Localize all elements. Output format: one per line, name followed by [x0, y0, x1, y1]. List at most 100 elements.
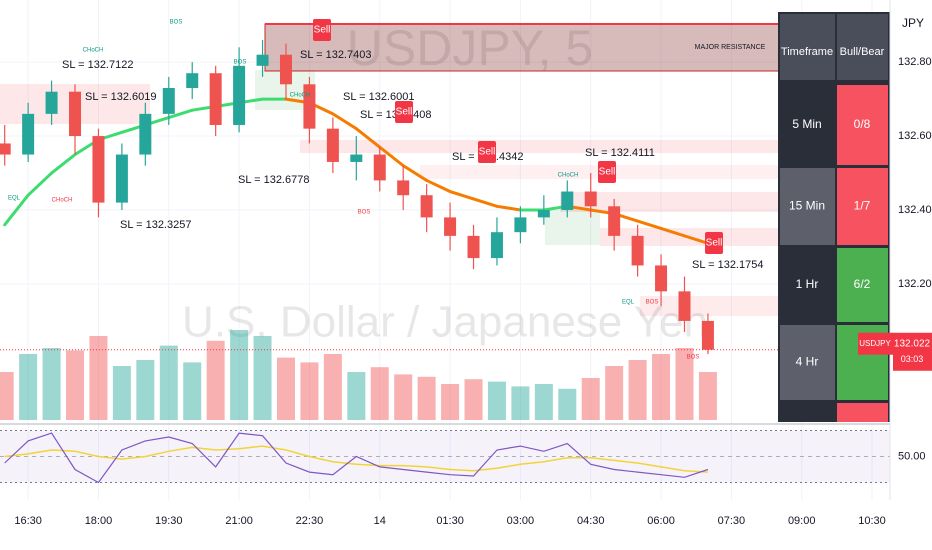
candle-body [115, 154, 128, 203]
sell-signal-box [313, 19, 331, 41]
table-row-label: 5 Min [792, 117, 821, 131]
major-resistance-label: MAJOR RESISTANCE [695, 44, 766, 51]
supply-zone [420, 165, 890, 179]
sell-signal-box [705, 232, 723, 254]
candle-body [350, 154, 363, 162]
x-tick-label: 10:30 [858, 515, 886, 527]
volume-bar [89, 336, 108, 420]
sell-signal-box [478, 141, 496, 163]
annotation-label: SL = 132.6001 [343, 91, 414, 103]
volume-bar [675, 348, 694, 420]
volume-bar [417, 376, 436, 420]
volume-bar [347, 372, 366, 420]
candle-body [256, 54, 269, 66]
candle-body [162, 87, 175, 114]
axes: 132.800 132.600 132.400 132.200 16:30 18:00 19… [14, 56, 932, 527]
volume-bar [42, 348, 61, 420]
annotation-label: SL = 132.4111 [585, 147, 655, 159]
volume-bar [511, 386, 530, 420]
table-header: Timeframe [781, 46, 833, 58]
volume-bar [605, 366, 624, 420]
candle-body [655, 265, 668, 292]
annotation-label: BOS [358, 210, 371, 216]
candle-body [326, 128, 339, 162]
volume-bar [183, 362, 202, 420]
candle-body [0, 143, 11, 155]
x-tick-label: 07:30 [718, 515, 746, 527]
sell-signal-label: Sell [314, 25, 331, 36]
candle-body [467, 235, 480, 259]
x-tick-label: 18:00 [85, 515, 113, 527]
table-header-cell [780, 14, 835, 80]
volume-bar [66, 350, 85, 420]
candle-body [373, 154, 386, 181]
candle-body [397, 180, 410, 196]
volume-bar [394, 374, 413, 420]
annotation-label: SL = 132.7122 [62, 59, 133, 71]
candle-body [631, 235, 644, 266]
annotation-label: CHoCH [52, 198, 73, 204]
y-tick-label: 132.400 [898, 204, 932, 216]
volume-bar [698, 372, 717, 420]
sell-signal-box [395, 101, 413, 123]
moving-average [659, 226, 686, 238]
table-row-value: 6/2 [854, 277, 871, 291]
rsi-ma-line [4, 445, 708, 473]
volume-bar [464, 379, 483, 420]
currency-label: JPY [902, 16, 924, 30]
candle-body [92, 136, 105, 203]
volume-bar [534, 384, 553, 420]
last-price-tag [893, 332, 932, 371]
moving-average [682, 234, 710, 245]
sell-signal-label: Sell [479, 147, 496, 158]
moving-average [354, 127, 382, 149]
table-header: Bull/Bear [840, 46, 885, 58]
candle-body [608, 206, 621, 236]
volume-bar [112, 366, 131, 420]
candle-body [22, 113, 35, 155]
supply-zone [300, 140, 890, 153]
rsi-tick-label: 50.00 [898, 450, 926, 462]
candle-body [209, 73, 222, 125]
y-tick-label: 132.200 [898, 278, 932, 290]
volume-bar [323, 354, 342, 420]
annotation-label: BOS [687, 355, 700, 361]
volume-bar [0, 372, 14, 420]
demand-zone [545, 210, 600, 245]
candle-body [490, 232, 503, 259]
volume-bar [628, 360, 647, 420]
symbol-tag [858, 332, 893, 355]
candle-body [233, 65, 246, 125]
candle-body [45, 91, 58, 114]
moving-average [167, 108, 194, 120]
last-price-label: 132.022 [894, 338, 931, 349]
candle-body [420, 195, 433, 218]
description-watermark: U.S. Dollar / Japanese Yen [182, 298, 708, 347]
table-row-value: 1/7 [854, 199, 871, 213]
sell-signal-box [598, 161, 616, 183]
x-tick-label: 04:30 [577, 515, 605, 527]
moving-average [401, 164, 429, 182]
table-cell [780, 168, 835, 245]
volume-bar [581, 378, 600, 420]
candle-body [584, 191, 597, 207]
y-tick-label: 132.800 [898, 56, 932, 68]
annotation-label: SL = 132.6019 [85, 91, 156, 103]
candle-body [186, 73, 199, 88]
symbol-watermark: USDJPY, 5 [347, 20, 593, 76]
volume-bar [206, 340, 225, 420]
annotation-label: SL = 132.3257 [120, 219, 191, 231]
annotation-label: EQL [8, 196, 21, 202]
table-status-cell [837, 168, 888, 245]
candle-body [514, 217, 527, 233]
sell-signal-label: Sell [396, 107, 413, 118]
x-tick-label: 21:00 [225, 515, 253, 527]
rsi-pane: 50.00 [0, 430, 926, 484]
table-cell [780, 85, 835, 165]
volume-bar [159, 345, 178, 420]
candle-body [303, 84, 316, 129]
table-cell [780, 248, 835, 322]
annotation-label: SL = 132.6778 [238, 174, 309, 186]
